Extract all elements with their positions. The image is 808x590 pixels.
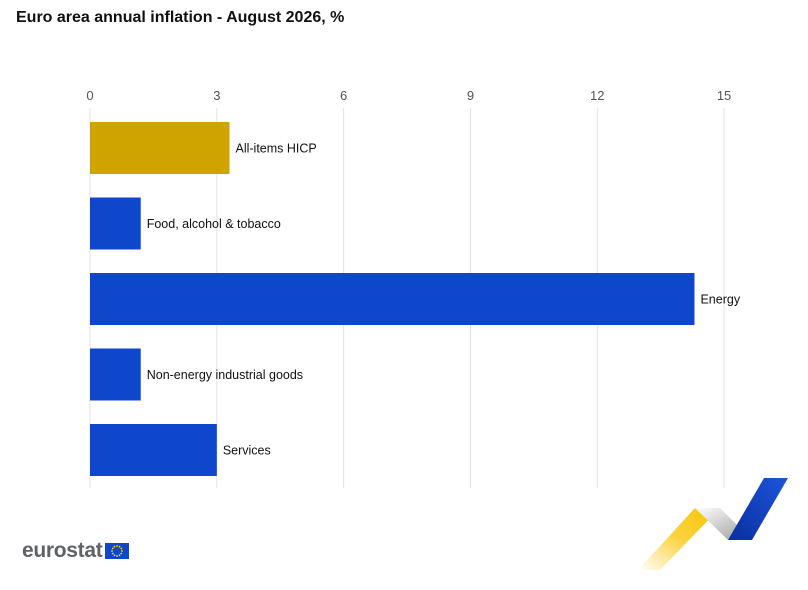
bar [90,348,141,401]
x-tick-label: 12 [590,88,604,103]
eurostat-logo: eurostat [22,539,130,563]
category-label: Energy [700,293,740,307]
x-tick-label: 3 [213,88,220,103]
category-label: Food, alcohol & tobacco [147,217,281,231]
category-label: Non-energy industrial goods [147,368,303,382]
category-label: Services [223,444,271,458]
bar [90,273,695,325]
bar [90,122,230,174]
x-tick-label: 15 [717,88,731,103]
decorative-chevron-graphic [638,478,788,570]
x-tick-label: 6 [340,88,347,103]
bar [90,424,217,476]
bar-chart: 0 3 6 9 12 15 All-items HICP Food, alcohol & to… [86,88,741,488]
chart-title: Euro area annual inflation - August 2026… [16,9,345,26]
eu-flag-icon [105,543,130,559]
logo-text: eurostat [22,539,103,562]
category-label: All-items HICP [235,142,316,156]
x-tick-label: 9 [467,88,474,103]
x-tick-label: 0 [86,88,93,103]
bar [90,197,141,250]
